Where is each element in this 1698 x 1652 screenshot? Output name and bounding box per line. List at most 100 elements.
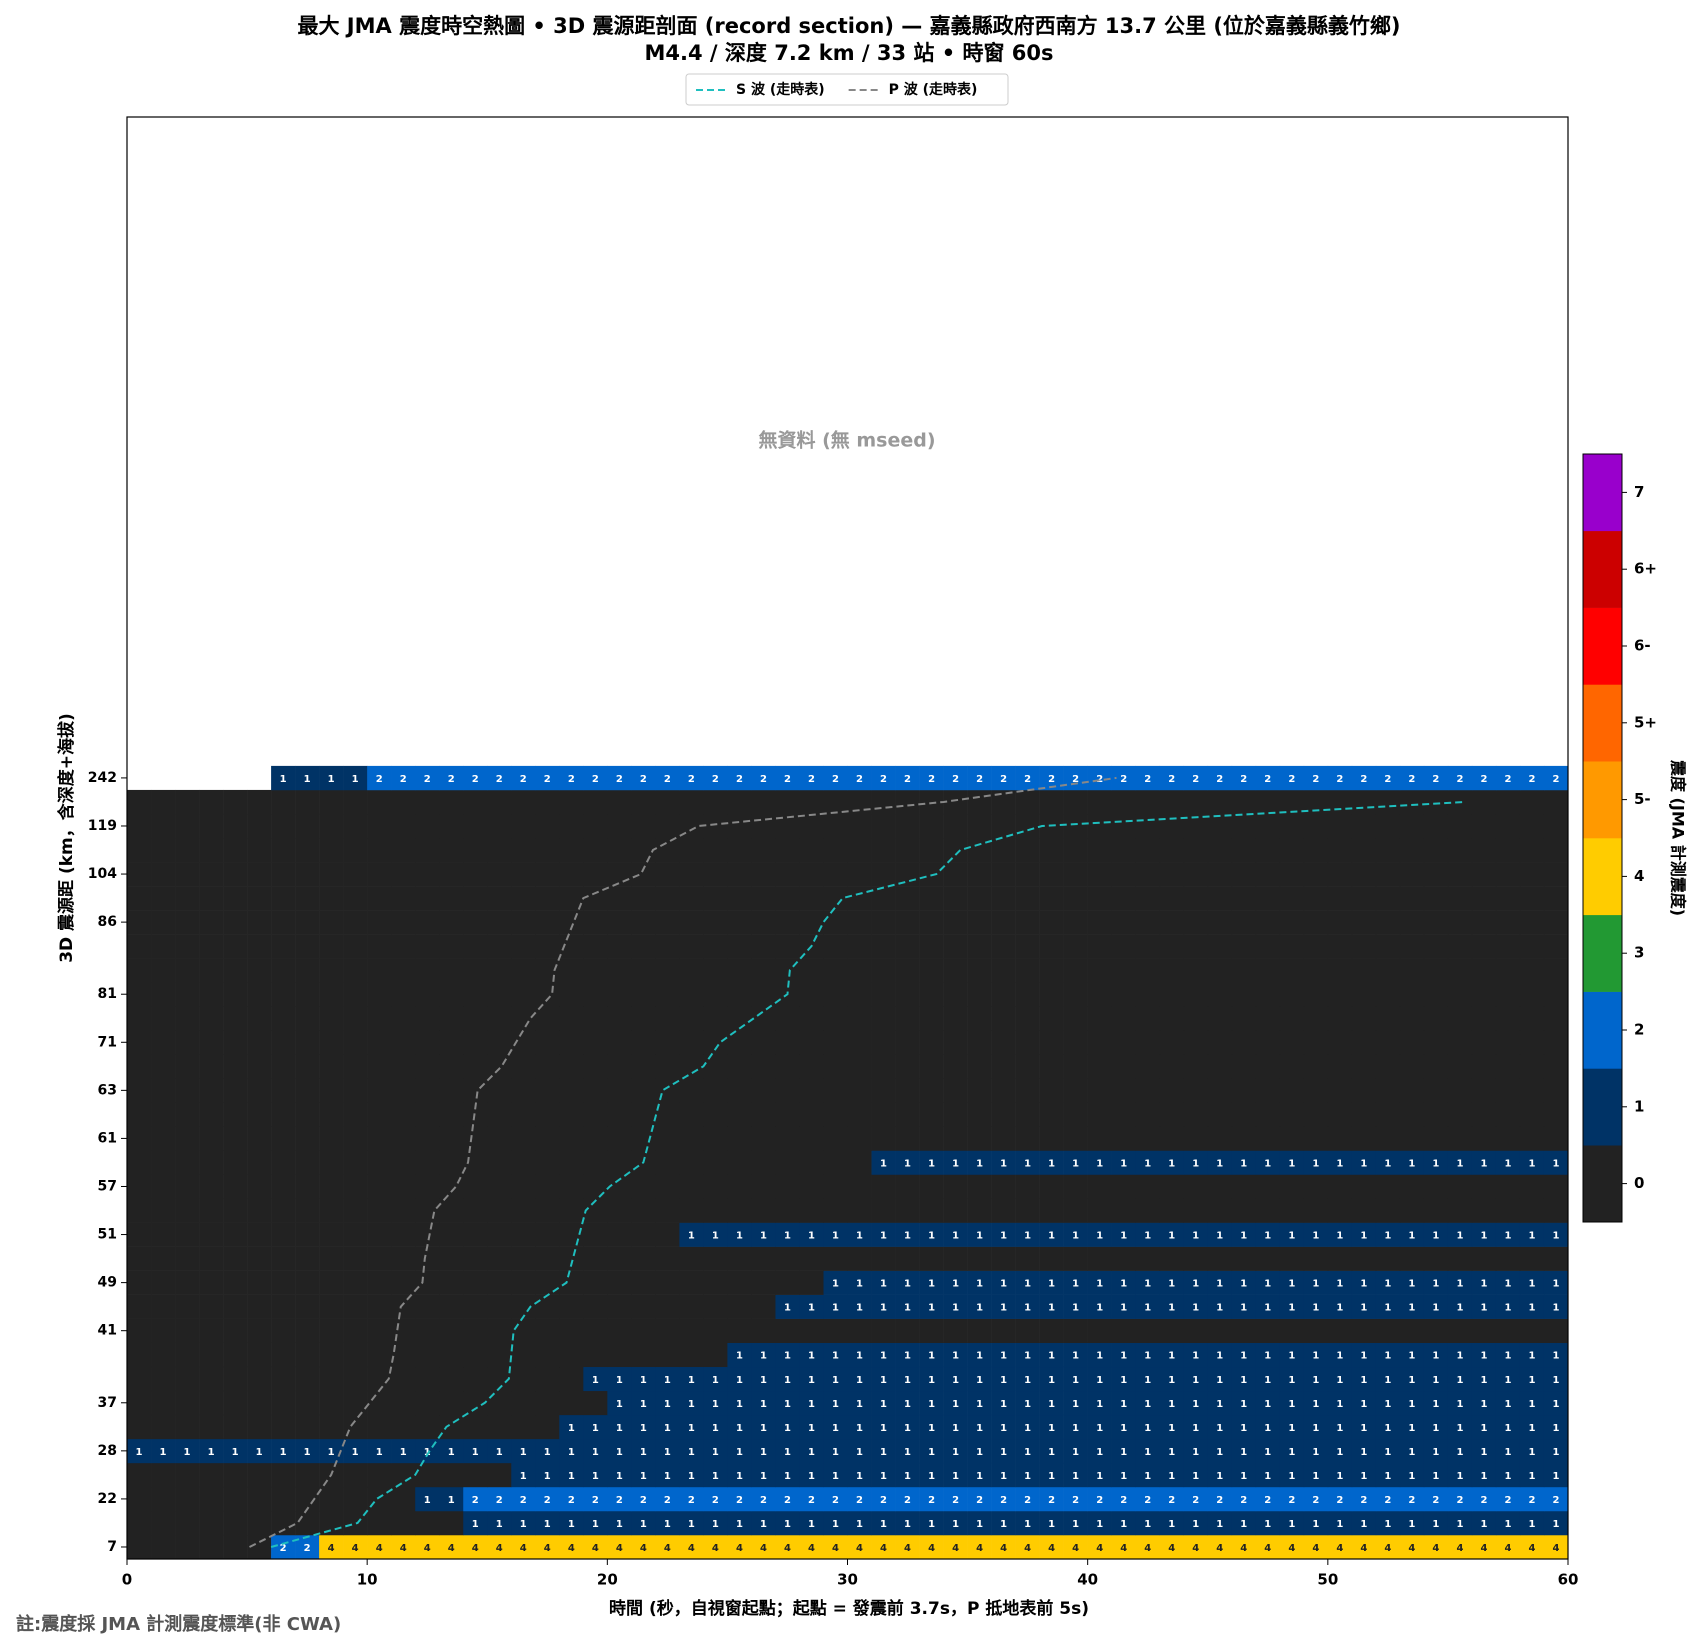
cell-label: 4 [568, 1543, 575, 1554]
heat-cell [919, 1486, 944, 1512]
cell-label: 1 [1336, 1423, 1343, 1434]
cell-label: 1 [1048, 1375, 1055, 1386]
heat-cell [463, 1294, 488, 1319]
heat-cell [1039, 1054, 1064, 1079]
cell-label: 2 [1216, 1495, 1223, 1506]
cell-label: 1 [1408, 1471, 1415, 1482]
heat-cell [1495, 1174, 1521, 1199]
heat-cell [367, 1078, 392, 1103]
cell-label: 1 [1024, 1447, 1031, 1458]
y-tick-label: 242 [88, 770, 117, 786]
heat-cell [1303, 1246, 1329, 1271]
heat-cell [1423, 1318, 1449, 1343]
heat-cell [511, 1102, 536, 1127]
heat-cell [535, 1270, 560, 1295]
heat-cell [943, 862, 968, 887]
heat-cell [1519, 838, 1545, 863]
heat-cell [799, 789, 824, 815]
heat-cell [295, 1030, 320, 1055]
heat-cell [223, 1222, 248, 1247]
heat-cell [751, 838, 776, 863]
cell-label: 1 [688, 1231, 695, 1242]
heat-cell [1039, 1102, 1064, 1127]
heat-cell [799, 1030, 824, 1055]
heat-cell [1111, 789, 1136, 815]
heat-cell [1183, 1318, 1209, 1343]
heat-cell [799, 1102, 824, 1127]
heat-cell [751, 1390, 776, 1416]
cell-label: 4 [664, 1543, 671, 1554]
heat-cell [559, 1390, 584, 1416]
heat-cell [463, 1462, 488, 1488]
cell-label: 1 [1144, 1279, 1151, 1290]
heat-cell [415, 789, 440, 815]
heat-cell [1087, 1222, 1112, 1247]
cell-label: 1 [1504, 1303, 1511, 1314]
heat-cell [631, 886, 656, 911]
heat-cell [367, 1006, 392, 1031]
heat-cell [415, 982, 440, 1007]
heat-cell [1399, 1246, 1425, 1271]
cell-label: 1 [568, 1471, 575, 1482]
cell-label: 1 [1336, 1158, 1343, 1169]
cell-label: 1 [1480, 1231, 1487, 1242]
heat-cell [1255, 1150, 1281, 1175]
heat-cell [1447, 1438, 1473, 1464]
heat-cell [1255, 813, 1281, 839]
heat-cell [1087, 1102, 1112, 1127]
heat-cell [1399, 1222, 1425, 1247]
heat-cell [343, 1198, 368, 1223]
heat-cell [1495, 789, 1521, 815]
heat-cell [919, 1462, 944, 1488]
heat-cell [655, 1462, 680, 1488]
heat-cell [127, 1198, 152, 1223]
cell-label: 2 [1240, 1495, 1247, 1506]
heat-cell [1447, 862, 1473, 887]
heat-cell [943, 910, 968, 935]
cell-label: 1 [1288, 1158, 1295, 1169]
heat-cell [391, 958, 416, 983]
cell-label: 1 [880, 1519, 887, 1530]
heat-cell [727, 1198, 752, 1223]
heat-cell [1471, 1102, 1497, 1127]
heat-cell [247, 1294, 272, 1319]
heat-cell [871, 1102, 896, 1127]
heat-cell [247, 1462, 272, 1488]
heat-cell [1063, 958, 1088, 983]
heat-cell [1015, 1390, 1040, 1416]
heat-cell [1519, 1438, 1545, 1464]
cell-label: 1 [1192, 1519, 1199, 1530]
heat-cell [583, 1222, 608, 1247]
heat-cell [1543, 862, 1569, 887]
cell-label: 1 [1480, 1158, 1487, 1169]
heat-cell [1471, 838, 1497, 863]
heat-cell [367, 862, 392, 887]
heat-cell [1423, 1486, 1449, 1512]
cell-label: 2 [1456, 1495, 1463, 1506]
heat-cell [967, 1246, 992, 1271]
heat-cell [1135, 1150, 1161, 1175]
heat-cell [175, 1534, 200, 1560]
heat-cell [1495, 958, 1521, 983]
heat-cell [631, 1102, 656, 1127]
heat-cell [295, 1006, 320, 1031]
heat-cell [271, 789, 296, 815]
heat-cell [991, 765, 1016, 791]
heat-cell [1543, 1030, 1569, 1055]
heat-cell [583, 958, 608, 983]
cell-label: 1 [1144, 1375, 1151, 1386]
heat-cell [1327, 1438, 1353, 1464]
heat-cell [319, 1534, 344, 1560]
cell-label: 1 [1432, 1423, 1439, 1434]
heat-cell [1159, 1222, 1185, 1247]
heat-cell [631, 1342, 656, 1368]
heat-cell [127, 813, 152, 839]
heat-cell [775, 1438, 800, 1464]
heat-cell [751, 789, 776, 815]
heat-cell [631, 1222, 656, 1247]
heat-cell [679, 1198, 704, 1223]
heat-cell [1135, 958, 1161, 983]
heat-cell [1279, 1102, 1305, 1127]
heat-cell [223, 813, 248, 839]
heat-cell [967, 982, 992, 1007]
